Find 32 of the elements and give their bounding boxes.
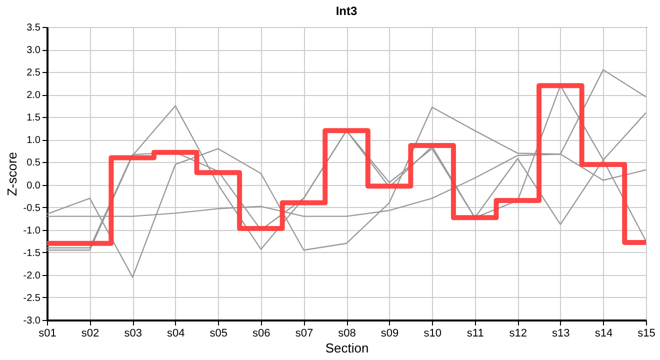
x-tick-label: s12 xyxy=(509,328,528,340)
x-tick-label: s11 xyxy=(466,328,484,340)
x-tick-label: s04 xyxy=(166,328,185,340)
x-tick-label: s07 xyxy=(295,328,314,340)
y-tick-label: 1.0 xyxy=(26,135,41,146)
y-tick-label: 3.0 xyxy=(26,45,41,56)
y-tick-label: 3.5 xyxy=(26,22,41,34)
x-tick-label: s05 xyxy=(210,328,228,340)
y-tick-label: 0.0 xyxy=(26,180,41,192)
y-tick-label: -2.5 xyxy=(23,292,41,304)
y-tick-label: 2.5 xyxy=(26,68,41,79)
x-tick-label: s03 xyxy=(124,328,142,340)
y-tick-label: 0.5 xyxy=(26,158,41,169)
y-tick-label: -0.5 xyxy=(23,202,41,214)
y-axis-title: Z-score xyxy=(4,152,20,196)
y-tick-label: 2.0 xyxy=(26,90,41,102)
y-tick-label: -1.0 xyxy=(23,225,41,236)
x-tick-label: s08 xyxy=(338,328,356,340)
x-tick-label: s13 xyxy=(552,328,570,340)
y-tick-label: -1.5 xyxy=(23,248,41,259)
x-tick-label: s01 xyxy=(38,328,56,340)
x-tick-label: s06 xyxy=(252,328,270,340)
x-tick-label: s09 xyxy=(380,328,399,340)
y-tick-label: -2.0 xyxy=(23,270,41,282)
chart-title: Int3 xyxy=(336,4,358,18)
x-tick-label: s10 xyxy=(424,328,442,340)
x-tick-label: s02 xyxy=(81,328,100,340)
x-tick-label: s14 xyxy=(594,328,613,340)
y-tick-label: 1.5 xyxy=(26,112,41,124)
x-tick-label: s15 xyxy=(638,328,656,340)
x-axis-title: Section xyxy=(325,340,369,356)
y-tick-label: -3.0 xyxy=(23,316,41,326)
